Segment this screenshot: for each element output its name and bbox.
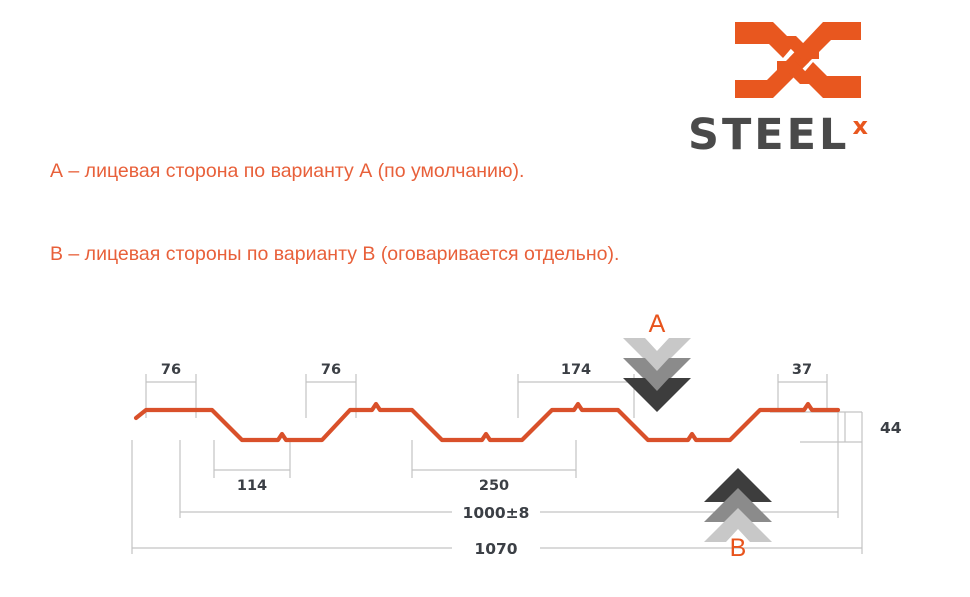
marker-b-label: B [730, 534, 747, 562]
dim-label-37: 37 [792, 362, 812, 378]
wordmark-text: STEEL [688, 110, 850, 160]
marker-b: B [704, 468, 772, 562]
note-variant-b: В – лицевая стороны по варианту В (огова… [50, 243, 620, 265]
brand-logo: STEEL x [688, 18, 950, 157]
dim-label-1000: 1000±8 [463, 504, 530, 522]
dim-label-1070: 1070 [474, 540, 517, 558]
marker-a-label: A [649, 310, 666, 338]
dim-label-114: 114 [237, 478, 267, 494]
dim-label-44: 44 [880, 419, 902, 437]
profile-cross-section-drawing: 76 76 174 37 114 250 1000±8 1070 44 A [0, 290, 970, 590]
marker-a: A [623, 310, 691, 412]
dim-label-76-left: 76 [161, 362, 181, 378]
dimension-helper-lines [131, 374, 863, 554]
dim-label-76-mid: 76 [321, 362, 341, 378]
wordmark-superscript: x [852, 112, 868, 140]
marker-a-chevrons [623, 338, 691, 412]
dim-label-174: 174 [561, 362, 591, 378]
note-variant-a: А – лицевая сторона по варианту А (по ум… [50, 160, 525, 182]
dim-label-250: 250 [479, 478, 509, 494]
marker-b-chevrons [704, 468, 772, 542]
brand-wordmark: STEEL x [688, 114, 950, 158]
dimension-labels: 76 76 174 37 114 250 1000±8 1070 44 [161, 362, 902, 558]
profile-outline [133, 401, 841, 443]
steelx-x-logo-icon [733, 18, 863, 102]
